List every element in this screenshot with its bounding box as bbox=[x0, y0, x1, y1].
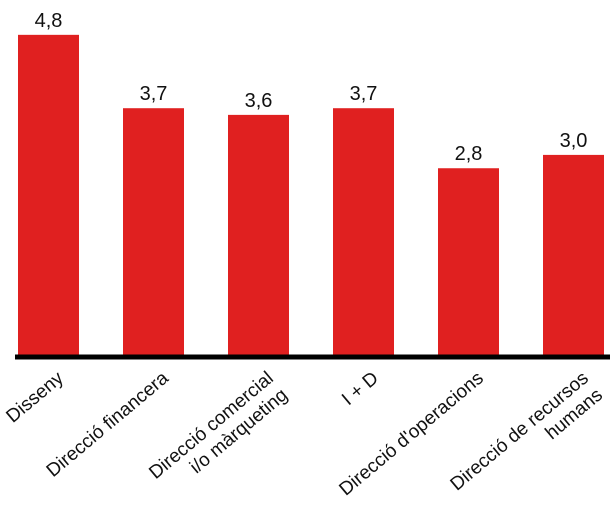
bar-value-label: 4,8 bbox=[35, 10, 63, 32]
bar bbox=[333, 108, 394, 356]
bar-value-label: 3,7 bbox=[350, 83, 378, 105]
bar bbox=[438, 168, 499, 355]
bar-value-label: 3,0 bbox=[560, 130, 588, 152]
category-label-line: I + D bbox=[338, 368, 383, 410]
bar-value-label: 2,8 bbox=[455, 143, 483, 165]
category-label: I + D bbox=[338, 368, 383, 410]
bar bbox=[228, 114, 289, 355]
bar-value-label: 3,7 bbox=[140, 83, 168, 105]
bar bbox=[123, 108, 184, 356]
bars-group bbox=[18, 34, 604, 356]
bar-value-label: 3,6 bbox=[245, 90, 273, 112]
category-label-line: Disseny bbox=[2, 367, 68, 427]
bar bbox=[18, 34, 79, 356]
bar bbox=[543, 154, 604, 355]
category-label: Disseny bbox=[2, 367, 68, 427]
value-labels-group: 4,8 3,7 3,6 3,7 2,8 3,0 bbox=[35, 10, 588, 165]
